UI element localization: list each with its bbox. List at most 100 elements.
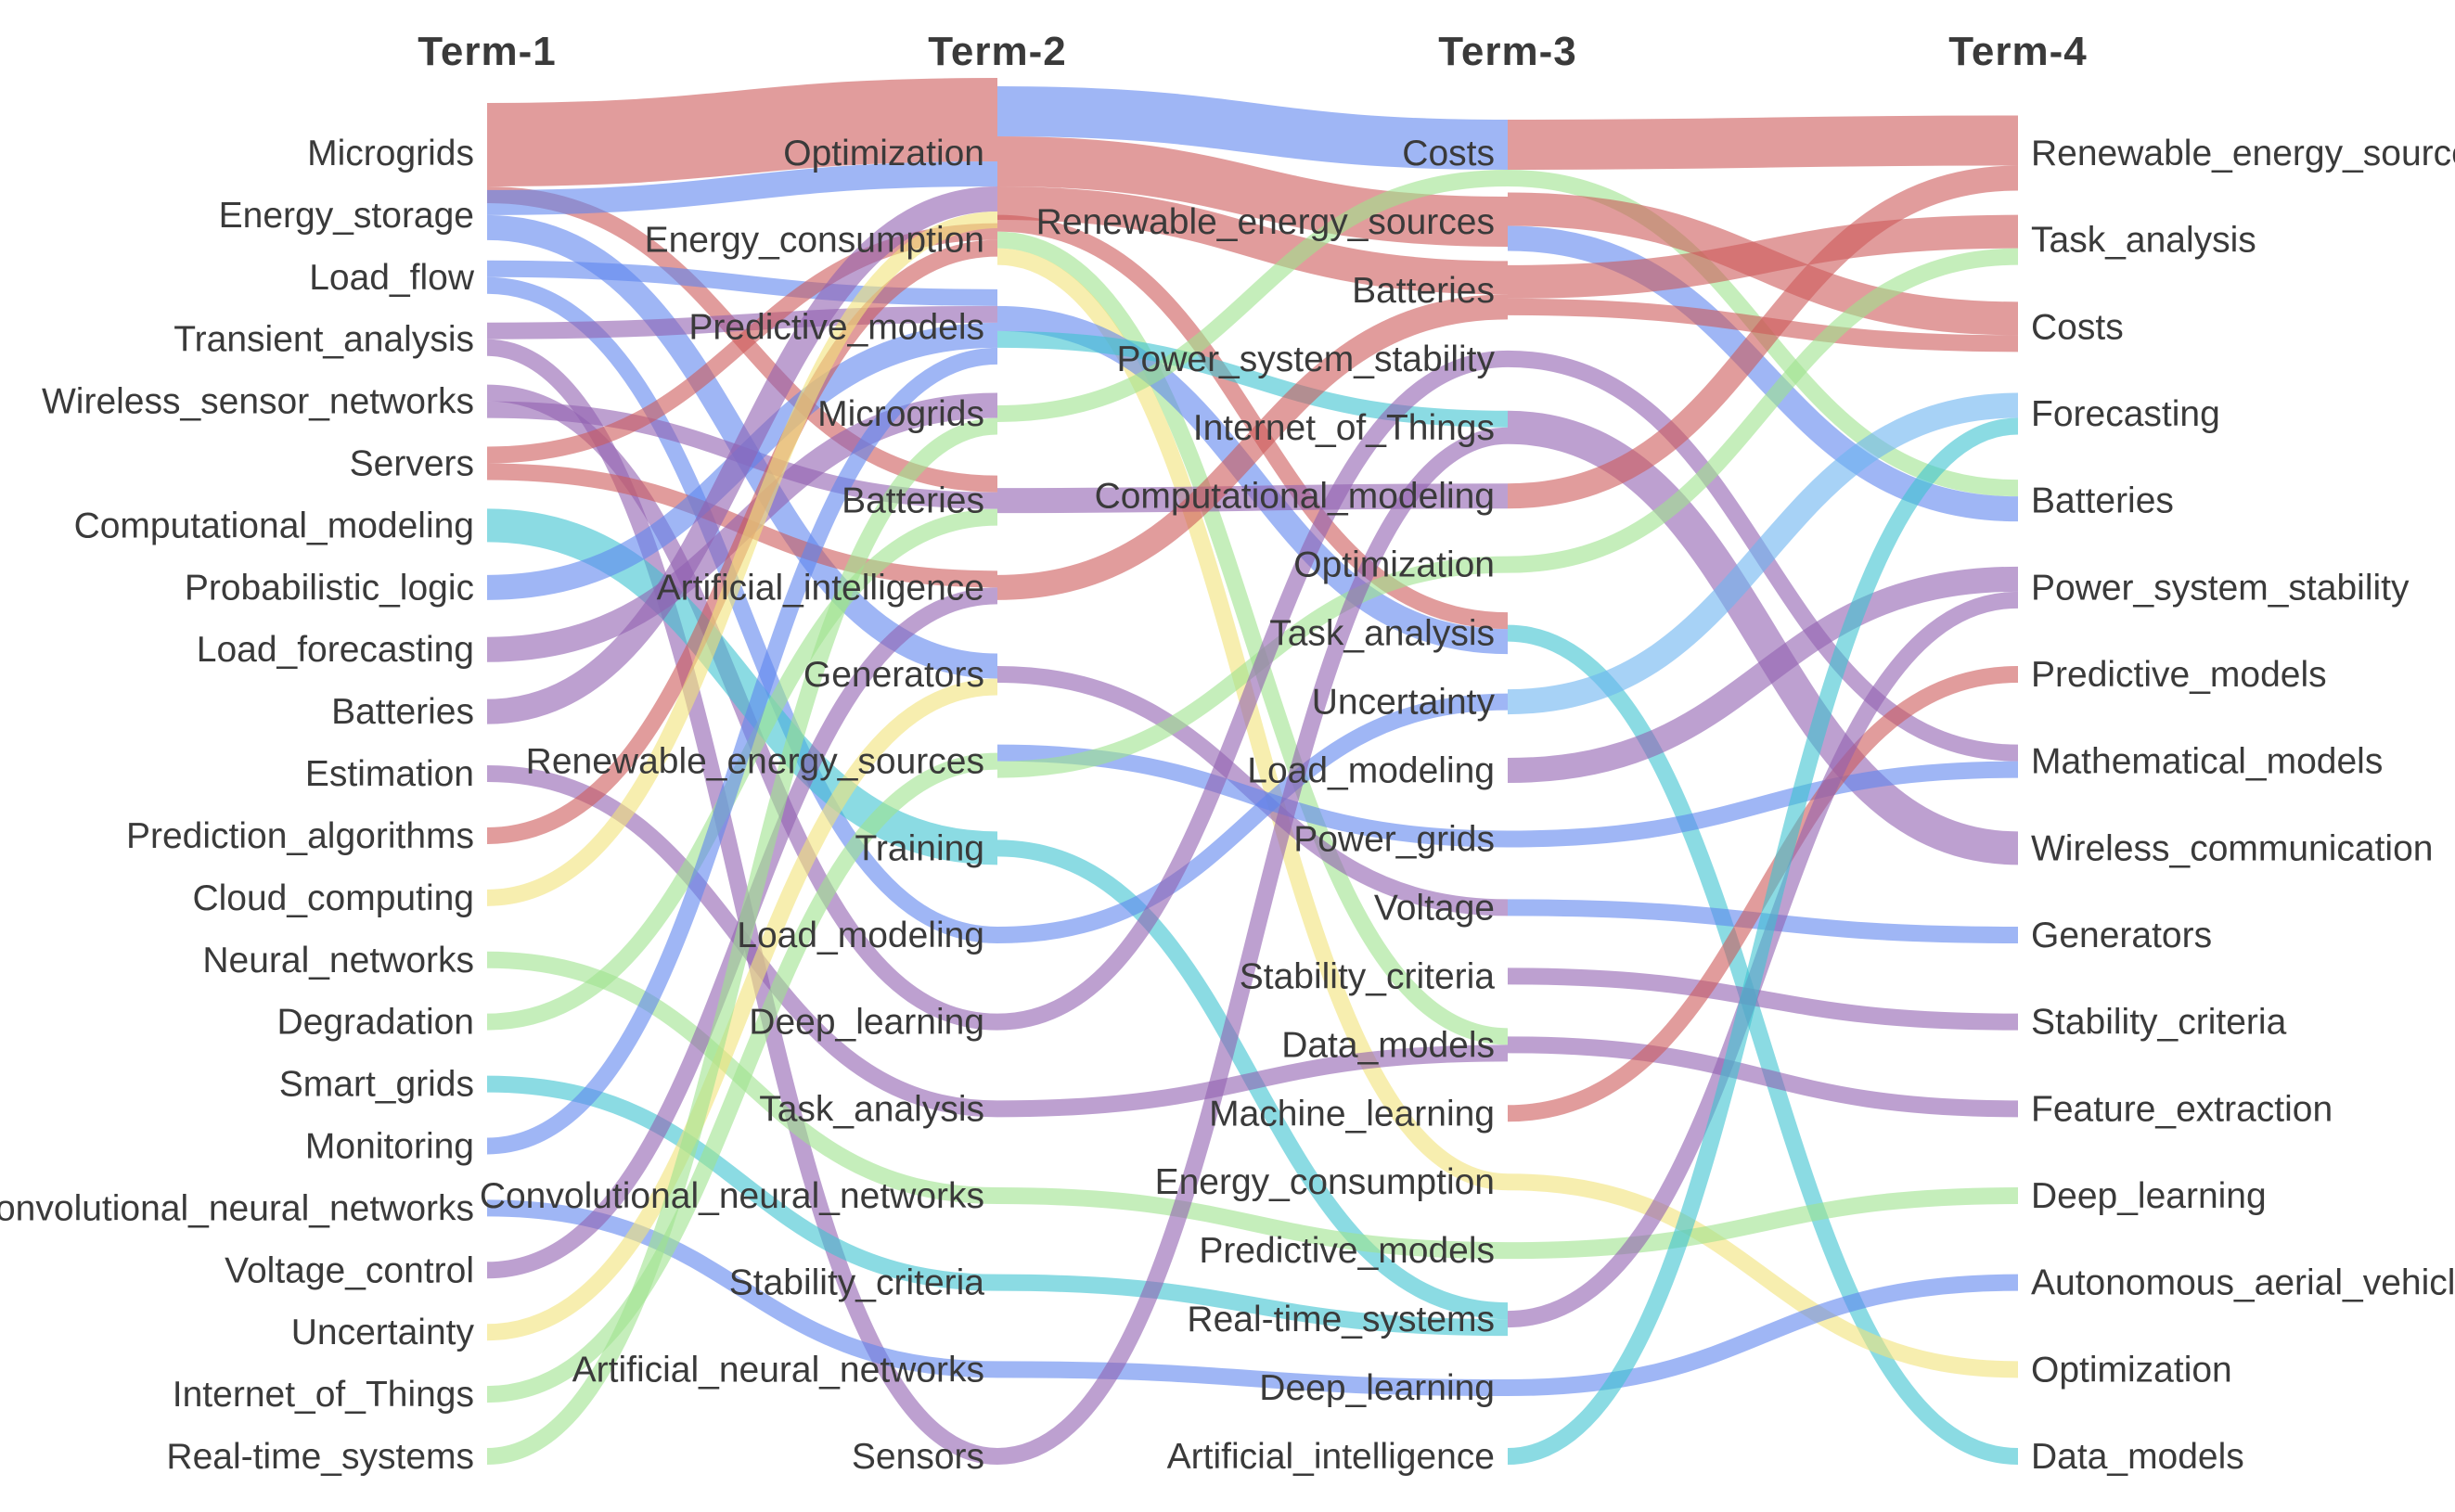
node-label-term-1-transient_analysis: Transient_analysis	[174, 320, 474, 360]
flow-term-3-machine_learning-to-predictive_models	[1507, 666, 2019, 1122]
node-label-term-2-task_analysis: Task_analysis	[759, 1089, 984, 1129]
node-label-term-1-convolutional_neural_networks: Convolutional_neural_networks	[0, 1188, 474, 1228]
node-label-term-4-mathematical_models: Mathematical_models	[2031, 742, 2383, 782]
flow-term-2-task_analysis-to-data_models	[996, 1044, 1509, 1118]
node-label-term-3-optimization: Optimization	[1293, 545, 1495, 585]
node-label-term-1-internet_of_things: Internet_of_Things	[173, 1375, 474, 1415]
node-label-term-4-stability_criteria: Stability_criteria	[2031, 1003, 2287, 1043]
node-label-term-2-deep_learning: Deep_learning	[749, 1003, 984, 1043]
node-label-term-4-deep_learning: Deep_learning	[2031, 1176, 2267, 1216]
flow-term-1-internet_of_things-to-renewable_energy_sources	[486, 752, 998, 1403]
node-label-term-2-sensors: Sensors	[852, 1437, 984, 1477]
node-label-term-2-batteries: Batteries	[842, 481, 984, 521]
flow-term-2-artificial_intelligence-to-batteries	[996, 294, 1509, 600]
node-label-term-3-artificial_intelligence: Artificial_intelligence	[1167, 1437, 1495, 1477]
node-label-term-3-predictive_models: Predictive_models	[1199, 1231, 1495, 1271]
node-label-term-1-load_forecasting: Load_forecasting	[197, 630, 474, 670]
node-label-term-1-computational_modeling: Computational_modeling	[74, 506, 474, 545]
flow-term-3-optimization-to-task_analysis	[1507, 248, 2019, 573]
flow-term-3-artificial_intelligence-to-forecasting	[1507, 417, 2019, 1465]
node-label-term-3-computational_modeling: Computational_modeling	[1095, 477, 1495, 517]
node-label-term-1-voltage_control: Voltage_control	[225, 1250, 474, 1290]
node-label-term-4-autonomous_aerial_vehicles: Autonomous_aerial_vehicles	[2031, 1263, 2455, 1303]
term-header-3: Term-3	[1438, 29, 1576, 74]
node-label-term-3-batteries: Batteries	[1352, 271, 1495, 311]
node-label-term-2-artificial_intelligence: Artificial_intelligence	[657, 568, 984, 608]
node-label-term-2-stability_criteria: Stability_criteria	[729, 1263, 985, 1303]
node-label-term-2-energy_consumption: Energy_consumption	[645, 221, 984, 261]
flow-term-3-computational_modeling-to-renewable_energy_sources	[1507, 165, 2019, 509]
node-label-term-3-power_system_stability: Power_system_stability	[1117, 340, 1496, 379]
node-label-term-2-optimization: Optimization	[783, 134, 984, 173]
flow-term-2-artificial_neural_networks-to-deep_learning	[996, 1361, 1509, 1397]
flow-term-2-deep_learning-to-power_system_stability	[996, 350, 1509, 1031]
node-label-term-1-energy_storage: Energy_storage	[219, 196, 474, 236]
node-label-term-1-degradation: Degradation	[277, 1003, 474, 1043]
node-label-term-4-wireless_communication: Wireless_communication	[2031, 828, 2433, 868]
term-header-2: Term-2	[928, 29, 1066, 74]
node-label-term-3-internet_of_things: Internet_of_Things	[1193, 408, 1495, 448]
node-label-term-4-forecasting: Forecasting	[2031, 394, 2220, 434]
flow-term-3-deep_learning-to-autonomous_aerial_vehicles	[1507, 1274, 2019, 1397]
node-label-term-2-convolutional_neural_networks: Convolutional_neural_networks	[480, 1176, 984, 1216]
flow-term-3-load_modeling-to-power_system_stability	[1507, 566, 2019, 784]
node-label-term-3-costs: Costs	[1402, 134, 1495, 173]
node-label-term-4-feature_extraction: Feature_extraction	[2031, 1089, 2333, 1129]
node-labels: Microgrids Energy_storage Load_flow Transie…	[0, 134, 2455, 1477]
flow-term-2-optimization-to-renewable_energy_sources	[996, 136, 1509, 247]
node-label-term-3-renewable_energy_sources: Renewable_energy_sources	[1036, 202, 1495, 242]
flow-term-1-servers-to-energy_consumption	[486, 223, 998, 464]
flow-term-3-internet_of_things-to-wireless_communication	[1507, 410, 2019, 865]
node-label-term-4-renewable_energy_sources: Renewable_energy_sources	[2031, 134, 2455, 173]
node-label-term-4-predictive_models: Predictive_models	[2031, 655, 2327, 695]
flow-term-3-uncertainty-to-forecasting	[1507, 392, 2019, 715]
node-label-term-2-load_modeling: Load_modeling	[737, 916, 984, 955]
flow-term-2-microgrids-to-costs	[996, 170, 1509, 422]
flow-term-2-predictive_models-to-internet_of_things	[996, 330, 1509, 428]
node-label-term-3-uncertainty: Uncertainty	[1312, 683, 1496, 723]
node-label-term-2-renewable_energy_sources: Renewable_energy_sources	[526, 742, 984, 782]
node-label-term-1-cloud_computing: Cloud_computing	[192, 878, 474, 918]
flow-term-1-batteries-to-optimization	[486, 186, 998, 724]
term-headers: Term-1 Term-2 Term-3 Term-4	[418, 29, 2086, 74]
flow-term-1-transient_analysis-to-predictive_models	[486, 305, 998, 340]
flow-term-2-renewable_energy_sources-to-optimization	[996, 556, 1509, 778]
flow-term-3-batteries-to-task_analysis	[1507, 214, 2019, 299]
node-label-term-1-uncertainty: Uncertainty	[291, 1313, 475, 1352]
node-label-term-3-load_modeling: Load_modeling	[1247, 751, 1495, 791]
node-label-term-4-task_analysis: Task_analysis	[2031, 221, 2256, 261]
flow-term-1-energy_storage-to-optimization	[486, 161, 998, 215]
flows-layer	[486, 78, 2019, 1465]
node-label-term-4-generators: Generators	[2031, 916, 2212, 955]
node-label-term-4-batteries: Batteries	[2031, 481, 2174, 521]
node-label-term-1-probabilistic_logic: Probabilistic_logic	[185, 568, 474, 608]
node-label-term-4-data_models: Data_models	[2031, 1437, 2244, 1477]
node-label-term-1-servers: Servers	[350, 444, 474, 484]
node-label-term-2-artificial_neural_networks: Artificial_neural_networks	[572, 1350, 984, 1390]
node-label-term-4-costs: Costs	[2031, 307, 2124, 347]
node-label-term-3-real-time_systems: Real-time_systems	[1187, 1300, 1495, 1339]
flow-term-2-convolutional_neural_networks-to-predictive_models	[996, 1187, 1509, 1260]
node-label-term-1-wireless_sensor_networks: Wireless_sensor_networks	[42, 382, 474, 422]
flow-term-2-energy_consumption-to-data_models	[996, 231, 1509, 1045]
flow-term-3-predictive_models-to-deep_learning	[1507, 1187, 2019, 1260]
node-label-term-1-load_flow: Load_flow	[309, 258, 475, 298]
node-label-term-1-neural_networks: Neural_networks	[202, 941, 474, 980]
node-label-term-3-task_analysis: Task_analysis	[1269, 614, 1495, 654]
node-label-term-3-power_grids: Power_grids	[1293, 819, 1495, 859]
flow-term-1-microgrids-to-optimization	[486, 78, 998, 186]
node-label-term-1-batteries: Batteries	[331, 692, 474, 732]
node-label-term-1-real-time_systems: Real-time_systems	[166, 1437, 474, 1477]
node-label-term-1-estimation: Estimation	[305, 754, 474, 794]
flow-term-2-optimization-to-batteries	[996, 186, 1509, 295]
flow-term-3-energy_consumption-to-optimization	[1507, 1173, 2019, 1378]
node-label-term-2-generators: Generators	[803, 655, 984, 695]
flow-term-2-optimization-to-costs	[996, 86, 1509, 170]
flow-term-3-costs-to-renewable_energy_sources	[1507, 115, 2019, 170]
node-label-term-3-stability_criteria: Stability_criteria	[1240, 956, 1496, 996]
flow-term-1-load_flow-to-predictive_models	[486, 260, 998, 306]
flow-term-2-load_modeling-to-uncertainty	[996, 693, 1509, 943]
node-label-term-3-machine_learning: Machine_learning	[1209, 1094, 1495, 1134]
